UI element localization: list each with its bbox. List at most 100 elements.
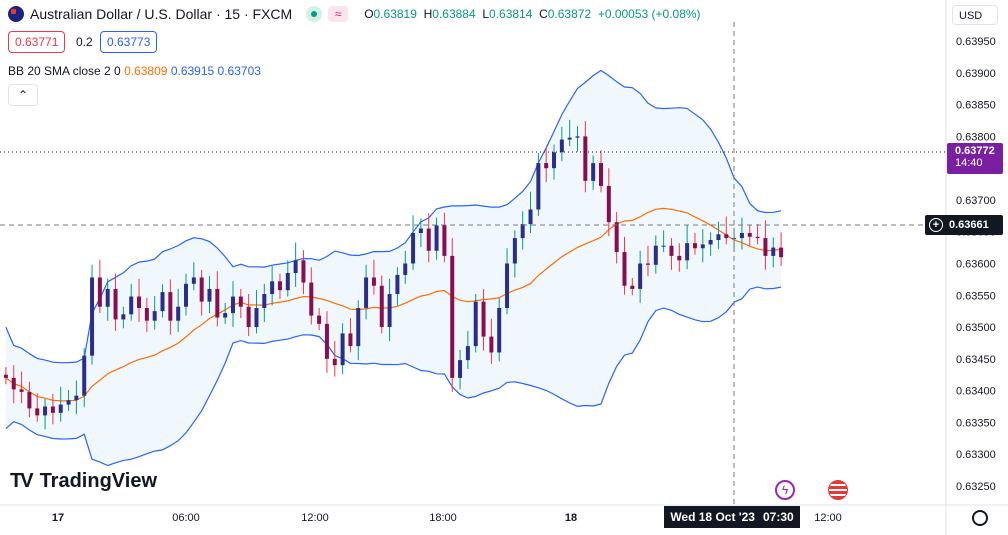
price-axis-tick: 0.63550 (956, 290, 996, 302)
indicator-lower-value: 0.63703 (217, 64, 261, 78)
price-axis-tick: 0.63250 (956, 481, 996, 493)
candle-body (301, 260, 306, 283)
candle-body (567, 137, 572, 140)
candle-body (622, 252, 627, 286)
candle-body (309, 282, 314, 316)
candle-body (364, 277, 369, 308)
candle-body (763, 238, 768, 256)
candle-body (230, 296, 235, 314)
candle-body (113, 288, 118, 320)
price-axis-tick: 0.63850 (956, 100, 996, 112)
candle-body (598, 163, 603, 186)
candle-body (606, 185, 611, 223)
candle-body (481, 301, 486, 337)
price-axis-tick: 0.63600 (956, 259, 996, 271)
bollinger-upper-band (5, 69, 782, 364)
candle-body (583, 136, 588, 181)
currency-selector[interactable]: USD (952, 5, 998, 25)
candle-body (58, 404, 63, 413)
price-axis-tick: 0.63800 (956, 131, 996, 143)
candle-body (246, 306, 251, 328)
candle-body (591, 163, 596, 181)
candle-body (152, 311, 157, 321)
time-axis-tick: 12:00 (814, 512, 842, 524)
chevron-up-icon: ⌃ (17, 88, 29, 102)
candle-body (536, 163, 541, 210)
crosshair-price-label: + 0.63661 (925, 215, 1003, 235)
market-status-dot (306, 6, 323, 22)
candle-body (293, 260, 298, 274)
candle-body (277, 281, 282, 291)
candle-body (215, 288, 220, 318)
price-axis-tick: 0.63500 (956, 322, 996, 334)
current-price-label: 0.63772 14:40 (947, 143, 1003, 174)
price-axis-tick: 0.63950 (956, 36, 996, 48)
candle-body (739, 232, 744, 239)
candle-body (19, 389, 24, 392)
candle-body (3, 374, 8, 378)
candle-body (324, 323, 329, 359)
settings-gear-icon[interactable] (972, 510, 988, 526)
candle-body (285, 273, 290, 291)
candle-body (700, 244, 705, 249)
candle-body (724, 234, 729, 239)
tv-logo-icon: TV (10, 470, 34, 492)
buy-price-button[interactable]: 0.63773 (100, 31, 158, 53)
tradingview-logo[interactable]: TV TradingView (10, 470, 158, 492)
candle-body (137, 296, 142, 308)
candle-body (520, 224, 525, 239)
candle-body (771, 247, 776, 256)
bollinger-lower-band (5, 286, 782, 467)
candle-body (254, 307, 259, 328)
candle-body (434, 225, 439, 251)
time-axis-tick: 17 (52, 512, 64, 524)
add-alert-icon[interactable]: + (929, 218, 943, 232)
price-axis-tick: 0.63400 (956, 386, 996, 398)
candle-body (614, 222, 619, 253)
symbol-title[interactable]: Australian Dollar / U.S. Dollar · 15 · F… (30, 6, 293, 22)
candle-body (184, 283, 189, 307)
candle-body (50, 406, 55, 413)
collapse-legend-button[interactable]: ⌃ (8, 84, 38, 106)
candle-body (340, 333, 345, 366)
indicator-legend[interactable]: BB 20 SMA close 2 0 0.63809 0.63915 0.63… (8, 64, 261, 78)
time-axis-tick: 12:00 (301, 512, 329, 524)
price-axis-tick: 0.63450 (956, 354, 996, 366)
sell-price-button[interactable]: 0.63771 (8, 31, 66, 53)
candle-body (90, 277, 95, 356)
time-axis-tick: 18 (565, 512, 577, 524)
candle-body (191, 277, 196, 284)
price-axis-tick: 0.63700 (956, 195, 996, 207)
indicator-status-icon[interactable]: ≈ (328, 6, 349, 22)
candle-body (575, 136, 580, 138)
candle-body (270, 281, 275, 295)
candle-body (497, 307, 502, 353)
candle-body (450, 255, 455, 378)
indicator-basis-value: 0.63809 (124, 64, 168, 78)
candles (3, 119, 784, 430)
candle-body (426, 228, 431, 251)
candle-body (708, 239, 713, 245)
candle-body (262, 294, 267, 308)
candle-body (685, 243, 690, 261)
candle-body (638, 263, 643, 289)
candle-body (559, 139, 564, 153)
candle-body (66, 400, 71, 405)
candle-body (403, 263, 408, 275)
us-flag-event-icon[interactable] (828, 480, 848, 500)
candle-body (387, 294, 392, 328)
candle-body (489, 336, 494, 353)
time-axis-tick: 18:00 (429, 512, 457, 524)
candle-body (716, 234, 721, 240)
price-axis-tick: 0.63900 (956, 68, 996, 80)
bollinger-basis-line (5, 207, 782, 402)
price-axis-tick: 0.63300 (956, 449, 996, 461)
candle-body (11, 377, 16, 390)
candle-body (43, 406, 48, 416)
candle-body (779, 247, 784, 258)
candle-body (442, 225, 447, 256)
lightning-event-icon[interactable]: ϟ (775, 480, 795, 500)
candle-body (97, 277, 102, 307)
candle-body (645, 263, 650, 265)
